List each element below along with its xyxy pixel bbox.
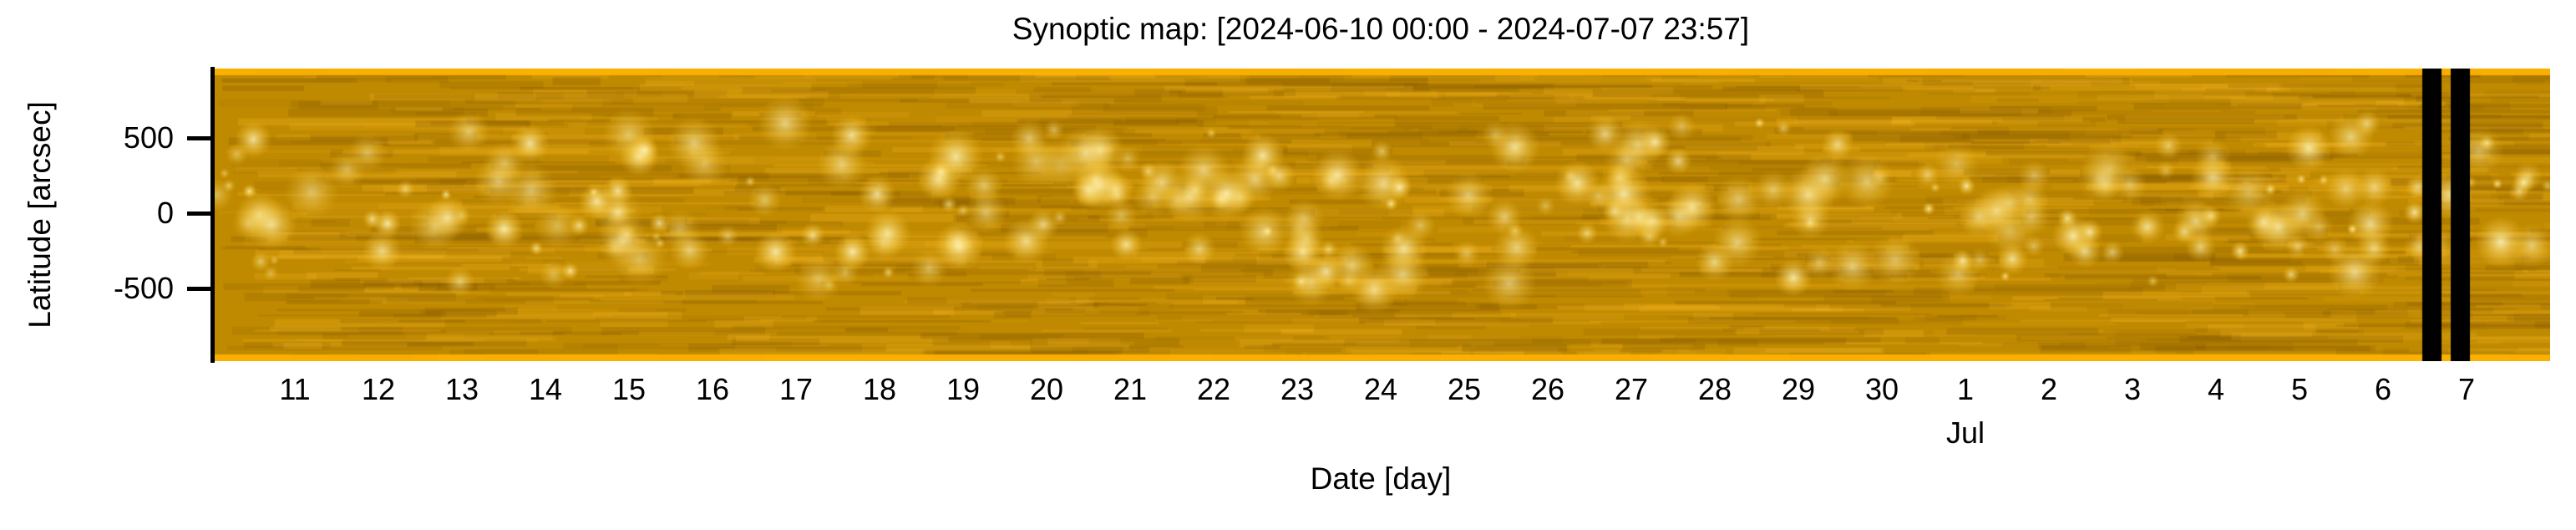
x-tick-label: 19 <box>946 372 981 406</box>
y-tick-label: 0 <box>156 196 174 231</box>
y-tick-label: -500 <box>113 271 174 306</box>
x-tick-label: 11 <box>279 372 311 406</box>
x-tick-label: 28 <box>1697 372 1732 406</box>
y-tick-label: 500 <box>123 120 174 155</box>
y-axis-label: Latitude [arcsec] <box>23 101 57 329</box>
x-tick-label: 15 <box>611 372 647 406</box>
x-tick-label: 24 <box>1363 372 1398 406</box>
x-tick-label: 1 <box>1956 372 1975 406</box>
x-tick-label: 5 <box>2290 372 2309 406</box>
y-tick-mark <box>187 287 212 292</box>
y-tick-mark <box>187 211 212 217</box>
x-tick-label: 2 <box>2040 372 2058 406</box>
x-tick-label: 14 <box>528 372 563 406</box>
x-tick-label: 17 <box>778 372 814 406</box>
x-axis-label: Date [day] <box>1310 461 1452 496</box>
x-tick-label: 21 <box>1113 372 1148 406</box>
x-tick-label: 18 <box>862 372 897 406</box>
x-tick-label: 13 <box>444 372 479 406</box>
month-label: Jul <box>1945 415 1985 450</box>
x-tick-label: 25 <box>1447 372 1482 406</box>
x-tick-label: 20 <box>1029 372 1064 406</box>
x-tick-label: 4 <box>2207 372 2225 406</box>
synoptic-map-image <box>215 69 2550 361</box>
x-tick-label: 26 <box>1530 372 1565 406</box>
x-tick-label: 29 <box>1781 372 1816 406</box>
y-axis-line <box>210 67 215 363</box>
x-tick-label: 30 <box>1864 372 1899 406</box>
x-tick-label: 3 <box>2123 372 2142 406</box>
y-tick-mark <box>187 135 212 140</box>
x-tick-label: 22 <box>1196 372 1231 406</box>
x-tick-label: 16 <box>695 372 730 406</box>
x-tick-label: 23 <box>1280 372 1315 406</box>
x-tick-label: 12 <box>361 372 396 406</box>
x-tick-label: 27 <box>1614 372 1649 406</box>
x-tick-label: 7 <box>2457 372 2476 406</box>
x-tick-label: 6 <box>2374 372 2392 406</box>
chart-title: Synoptic map: [2024-06-10 00:00 - 2024-0… <box>1012 12 1750 46</box>
